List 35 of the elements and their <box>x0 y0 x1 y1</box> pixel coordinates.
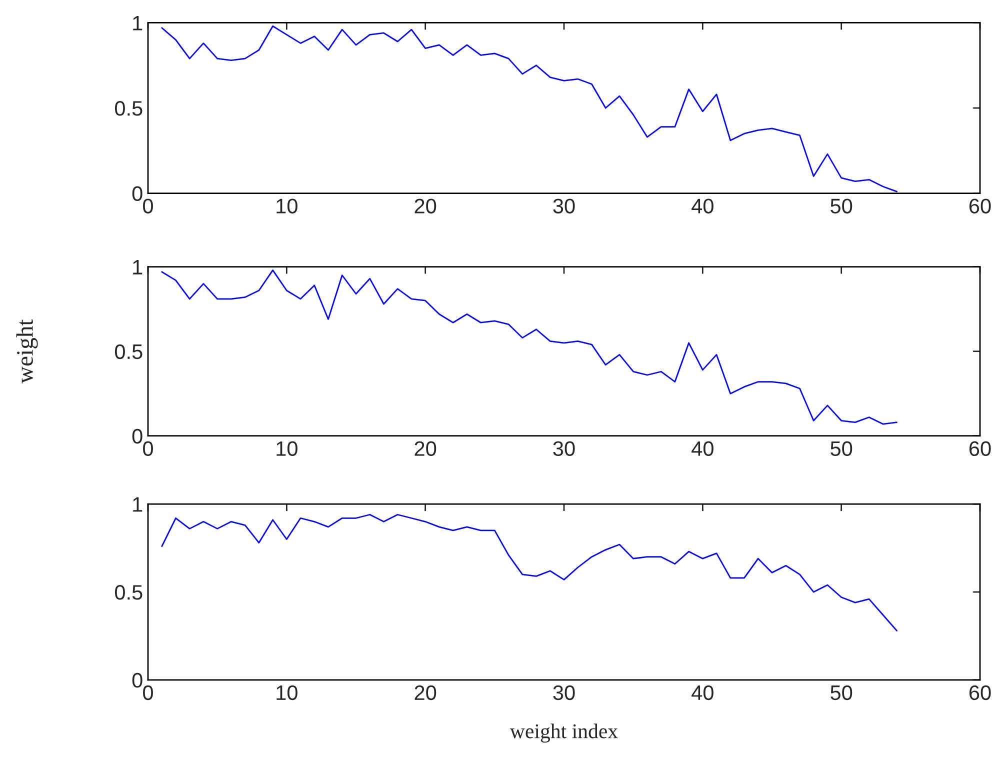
x-tick-label: 30 <box>553 685 575 700</box>
x-tick-label: 20 <box>414 685 436 700</box>
x-tick-label: 10 <box>276 685 298 700</box>
x-tick-label: 40 <box>692 441 714 456</box>
line-series <box>161 25 898 192</box>
x-tick-label: 60 <box>969 198 991 214</box>
x-tick-label: 0 <box>143 441 153 456</box>
x-tick-label: 20 <box>414 198 436 214</box>
x-tick-label: 50 <box>830 441 852 456</box>
y-tick-label: 1 <box>133 16 142 30</box>
x-tick-label: 30 <box>553 198 575 214</box>
x-tick-label: 0 <box>143 198 153 214</box>
x-tick-label: 50 <box>830 685 852 700</box>
x-tick-label: 40 <box>692 198 714 214</box>
x-tick-label: 20 <box>414 441 436 456</box>
x-tick-label: 10 <box>276 441 298 456</box>
y-tick-label: 0 <box>132 186 142 202</box>
y-tick-label: 0 <box>132 428 142 444</box>
x-tick-label: 50 <box>830 198 852 214</box>
x-axis-title: weight index <box>510 724 618 743</box>
y-tick-label: 1 <box>133 497 142 512</box>
y-tick-label: 0.5 <box>114 344 142 360</box>
x-tick-label: 60 <box>969 685 991 700</box>
line-series <box>161 270 898 425</box>
y-axis-title: weight <box>16 319 38 384</box>
x-tick-label: 30 <box>553 441 575 456</box>
x-tick-label: 40 <box>692 685 714 700</box>
x-tick-label: 0 <box>143 685 153 700</box>
line-series <box>161 514 898 632</box>
y-tick-label: 1 <box>133 260 142 274</box>
x-tick-label: 10 <box>276 198 298 214</box>
y-tick-label: 0.5 <box>114 101 142 116</box>
x-tick-label: 60 <box>969 441 991 456</box>
y-tick-label: 0.5 <box>114 585 142 600</box>
y-tick-label: 0 <box>132 672 142 688</box>
